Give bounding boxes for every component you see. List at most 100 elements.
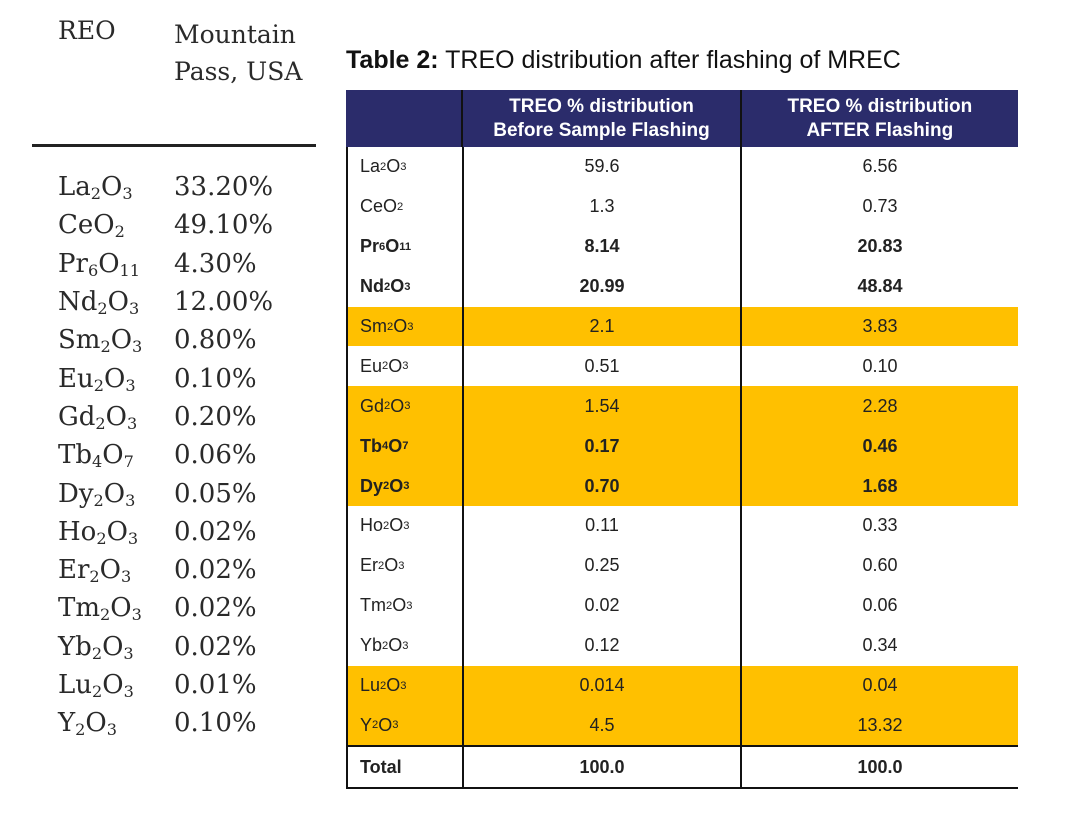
left-table-value: 0.02%: [174, 516, 257, 547]
table2-after-value: 0.06: [740, 585, 1018, 626]
table2-after-value: 0.34: [740, 625, 1018, 666]
left-table-compound: Y2O3: [58, 708, 117, 740]
table2-compound: Dy 2 O 3: [360, 475, 410, 496]
table2-row: Tb 4 O 7 0.17 0.46: [348, 426, 1018, 467]
left-table-value: 49.10%: [174, 210, 274, 241]
table2-row: La 2 O 3 59.6 6.56: [348, 147, 1018, 187]
left-table-value: 0.80%: [174, 325, 257, 356]
table2-after-value: 0.04: [740, 665, 1018, 706]
table2-header-after-line2: AFTER Flashing: [806, 119, 954, 141]
table2-row: Pr 6 O 11 8.14 20.83: [348, 226, 1018, 267]
table2-before-value: 0.17: [462, 426, 740, 467]
table2-after-value: 0.33: [740, 506, 1018, 546]
left-table-compound: Dy2O3: [58, 478, 136, 510]
table2-after-value: 2.28: [740, 386, 1018, 427]
table2-before-value: 8.14: [462, 226, 740, 267]
table2-compound: La 2 O 3: [360, 156, 407, 177]
table2-compound: Gd 2 O 3: [360, 395, 411, 416]
table2-row: Y 2 O 3 4.5 13.32: [348, 705, 1018, 746]
table2-row: Yb 2 O 3 0.12 0.34: [348, 625, 1018, 666]
table2-row: Gd 2 O 3 1.54 2.28: [348, 386, 1018, 427]
table2-after-value: 13.32: [740, 705, 1018, 746]
left-header-reo: REO: [58, 16, 116, 45]
left-table-body: La2O3 33.20% CeO2 49.10% Pr6O11 4.30% Nd2O3 12.…: [58, 168, 273, 742]
table2-after-value: 0.10: [740, 346, 1018, 387]
left-table-row: La2O3 33.20%: [58, 168, 273, 206]
left-table-row: Ho2O3 0.02%: [58, 513, 273, 551]
table2-header-before: TREO % distribution Before Sample Flashi…: [461, 90, 739, 147]
left-table-value: 33.20%: [174, 172, 274, 203]
left-table-compound: CeO2: [58, 210, 125, 242]
table2-compound: Tb 4 O 7: [360, 435, 409, 456]
left-table-value: 0.02%: [174, 593, 257, 624]
left-table-value: 0.02%: [174, 555, 257, 586]
table2-before-value: 2.1: [462, 306, 740, 347]
left-table-value: 0.06%: [174, 440, 257, 471]
left-table-row: Y2O3 0.10%: [58, 704, 273, 742]
table2-compound: Lu 2 O 3: [360, 675, 407, 696]
left-table-value: 0.10%: [174, 708, 257, 739]
left-table-compound: Pr6O11: [58, 248, 141, 280]
table2-total-label: Total: [360, 756, 402, 777]
left-table-row: Eu2O3 0.10%: [58, 359, 273, 397]
table2-after-value: 0.46: [740, 426, 1018, 467]
table2-before-value: 1.3: [462, 186, 740, 227]
left-table-value: 0.10%: [174, 363, 257, 394]
table2-compound: Nd 2 O 3: [360, 276, 411, 297]
left-table-row: Er2O3 0.02%: [58, 551, 273, 589]
table2-header-compound: [346, 90, 461, 147]
table2-compound: CeO 2: [360, 196, 404, 217]
table2-row: Tm 2 O 3 0.02 0.06: [348, 585, 1018, 626]
table2-before-value: 0.11: [462, 506, 740, 546]
left-table-row: Lu2O3 0.01%: [58, 666, 273, 704]
left-table-row: Dy2O3 0.05%: [58, 474, 273, 512]
left-header-location-line1: Mountain: [174, 20, 296, 49]
table2-row: Nd 2 O 3 20.99 48.84: [348, 266, 1018, 307]
table2-compound: Pr 6 O 11: [360, 236, 412, 257]
table2-after-value: 48.84: [740, 266, 1018, 307]
table2-header-after-line1: TREO % distribution: [787, 95, 973, 117]
left-table-row: Sm2O3 0.80%: [58, 321, 273, 359]
left-table-row: Gd2O3 0.20%: [58, 398, 273, 436]
left-table-value: 12.00%: [174, 287, 274, 318]
table2-compound: Er 2 O 3: [360, 555, 405, 576]
table2-row: Dy 2 O 3 0.70 1.68: [348, 466, 1018, 507]
left-table-compound: Yb2O3: [58, 631, 134, 663]
table2-row: Sm 2 O 3 2.1 3.83: [348, 306, 1018, 347]
left-table-compound: Tm2O3: [58, 593, 142, 625]
table2-before-value: 0.014: [462, 665, 740, 706]
table2-after-value: 0.60: [740, 545, 1018, 586]
table2: TREO % distribution Before Sample Flashi…: [346, 90, 1018, 790]
left-table-compound: Er2O3: [58, 555, 132, 587]
left-table-compound: Gd2O3: [58, 401, 138, 433]
left-table-compound: Tb4O7: [58, 440, 134, 472]
left-table-compound: Ho2O3: [58, 516, 139, 548]
left-table-row: Tm2O3 0.02%: [58, 589, 273, 627]
table2-after-value: 1.68: [740, 466, 1018, 507]
left-table-rule: [32, 144, 316, 147]
table2-row: Ho 2 O 3 0.11 0.33: [348, 506, 1018, 546]
left-table-row: Tb4O7 0.06%: [58, 436, 273, 474]
table2-header-row: TREO % distribution Before Sample Flashi…: [346, 90, 1018, 147]
left-table-row: Yb2O3 0.02%: [58, 628, 273, 666]
table2-before-value: 0.51: [462, 346, 740, 387]
table2-total-row: Total 100.0 100.0: [348, 745, 1018, 788]
table2-row: Er 2 O 3 0.25 0.60: [348, 545, 1018, 586]
left-table-value: 0.20%: [174, 401, 257, 432]
left-table-compound: Lu2O3: [58, 670, 134, 702]
left-table-row: Nd2O3 12.00%: [58, 283, 273, 321]
table2-after-value: 6.56: [740, 147, 1018, 187]
table2-compound: Tm 2 O 3: [360, 595, 413, 616]
table2-row: Eu 2 O 3 0.51 0.10: [348, 346, 1018, 387]
table2-before-value: 59.6: [462, 147, 740, 187]
left-header-location: Mountain Pass, USA: [174, 16, 334, 90]
left-table-compound: Eu2O3: [58, 363, 136, 395]
table2-compound: Yb 2 O 3: [360, 635, 409, 656]
left-table-value: 0.01%: [174, 670, 257, 700]
table2-compound: Eu 2 O 3: [360, 355, 409, 376]
table2-after-value: 20.83: [740, 226, 1018, 267]
table2-body: La 2 O 3 59.6 6.56 CeO 2 1.3 0.73 Pr 6 O 11 8.14 20.83 N…: [346, 147, 1018, 790]
left-table-value: 0.05%: [174, 478, 257, 509]
table2-header-after: TREO % distribution AFTER Flashing: [739, 90, 1018, 147]
